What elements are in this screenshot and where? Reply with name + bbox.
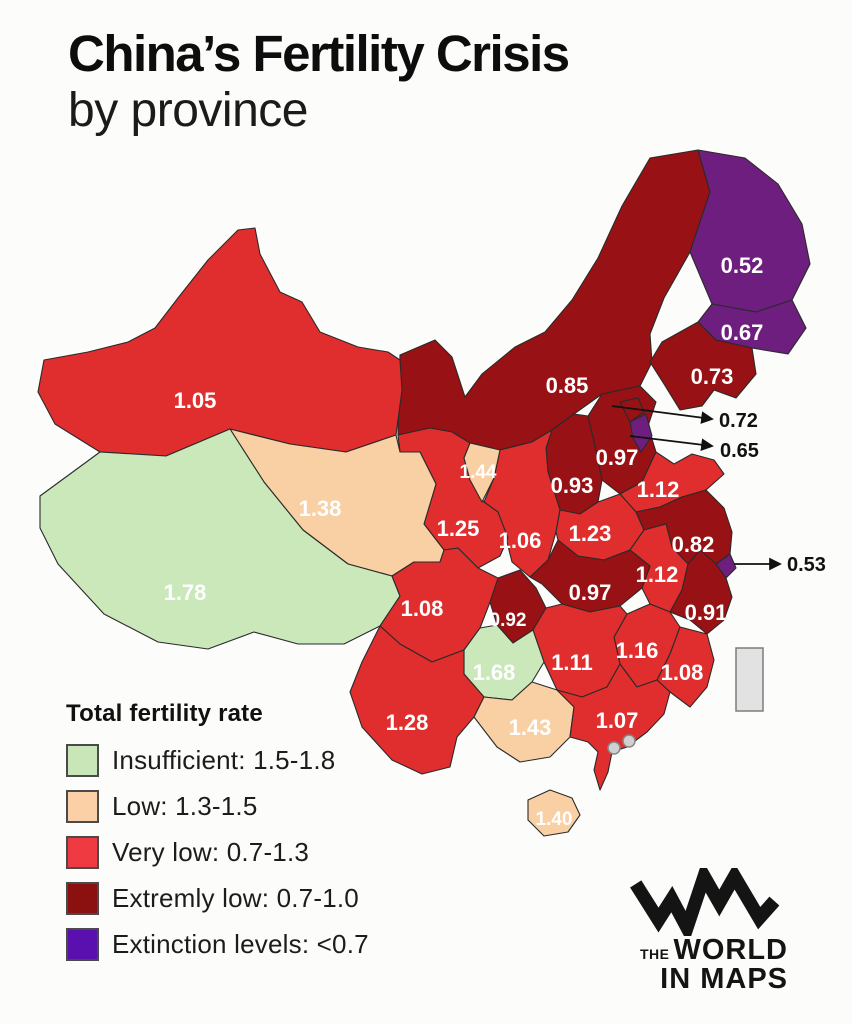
legend-row-very-low: Very low: 0.7-1.3: [66, 836, 369, 869]
value-hunan: 1.11: [551, 650, 593, 675]
province-inner-mongolia: [397, 149, 711, 451]
value-xinjiang: 1.05: [174, 388, 217, 413]
beijing-callout-arrow: [611, 405, 714, 424]
logo-the: THE: [639, 946, 670, 962]
province-tianjin: [629, 413, 653, 453]
legend-label-low: Low: 1.3-1.5: [112, 791, 258, 821]
legend-swatch-very-low: [66, 836, 99, 869]
value-jiangxi: 1.16: [616, 638, 659, 663]
value-henan: 1.23: [569, 521, 612, 546]
value-qinghai: 1.38: [299, 496, 342, 521]
value-liaoning: 0.73: [691, 364, 734, 389]
legend-swatch-extinction: [66, 928, 99, 961]
legend-row-insufficient: Insufficient: 1.5-1.8: [66, 744, 369, 777]
value-shaanxi: 1.06: [499, 528, 542, 553]
province-shanghai: [715, 553, 737, 579]
wm-logo-icon: [630, 868, 780, 936]
macau-dot: [622, 734, 636, 748]
value-tibet: 1.78: [164, 580, 207, 605]
value-beijing: 0.72: [719, 410, 758, 432]
legend-label-extinction: Extinction levels: <0.7: [112, 929, 369, 959]
province-liaoning: [649, 321, 757, 411]
legend-swatch-insufficient: [66, 744, 99, 777]
value-tianjin: 0.65: [720, 440, 759, 462]
title-line2: by province: [68, 84, 308, 138]
value-shanxi: 0.93: [551, 473, 594, 498]
value-guangdong: 1.07: [596, 708, 639, 733]
legend: Total fertility rate Insufficient: 1.5-1…: [66, 700, 369, 974]
legend-swatch-low: [66, 790, 99, 823]
value-hubei: 0.97: [569, 580, 612, 605]
value-jiangsu: 0.82: [672, 532, 715, 557]
page-title: China’s Fertility Crisis by province: [68, 25, 570, 138]
value-hainan: 1.40: [536, 809, 573, 830]
province-zhejiang: [669, 549, 733, 635]
province-ningxia: [463, 442, 501, 503]
legend-row-extinction: Extinction levels: <0.7: [66, 928, 369, 961]
hong-kong-dot: [607, 741, 621, 755]
value-shandong: 1.12: [637, 477, 680, 502]
title-line1: China’s Fertility Crisis: [68, 25, 570, 82]
value-gansu: 1.25: [437, 516, 480, 541]
legend-title: Total fertility rate: [66, 700, 263, 727]
logo-in-maps: IN MAPS: [660, 963, 788, 995]
value-guizhou: 1.68: [473, 660, 516, 685]
value-yunnan: 1.28: [386, 710, 429, 735]
logo-world: WORLD: [673, 934, 788, 966]
logo-text-line2: IN MAPS: [612, 965, 788, 994]
value-shanghai: 0.53: [787, 554, 826, 576]
value-jilin: 0.67: [721, 320, 764, 345]
logo-text-line1: THE WORLD: [612, 936, 788, 965]
legend-swatch-extremely-low: [66, 882, 99, 915]
value-anhui: 1.12: [636, 562, 679, 587]
legend-row-low: Low: 1.3-1.5: [66, 790, 369, 823]
province-xinjiang: [37, 227, 403, 457]
value-sichuan: 1.08: [401, 596, 444, 621]
value-guangxi: 1.43: [509, 715, 552, 740]
value-fujian: 1.08: [661, 660, 704, 685]
legend-label-very-low: Very low: 0.7-1.3: [112, 837, 310, 867]
legend-label-insufficient: Insufficient: 1.5-1.8: [112, 745, 336, 775]
province-beijing: [619, 397, 645, 423]
value-zhejiang: 0.91: [685, 600, 728, 625]
province-hubei: [529, 539, 651, 613]
legend-row-extremely-low: Extremly low: 0.7-1.0: [66, 882, 369, 915]
world-in-maps-logo: THE WORLD IN MAPS: [612, 868, 788, 994]
province-hainan: [527, 789, 581, 837]
value-inner-mongolia: 0.85: [546, 373, 589, 398]
value-ningxia: 1.44: [460, 462, 497, 483]
tianjin-callout-arrow: [629, 435, 714, 452]
province-heilongjiang: [689, 149, 811, 313]
value-hebei: 0.97: [596, 445, 639, 470]
province-fujian: [656, 626, 715, 708]
value-chongqing: 0.92: [490, 610, 527, 631]
legend-label-extremely-low: Extremly low: 0.7-1.0: [112, 883, 359, 913]
value-heilongjiang: 0.52: [721, 253, 764, 278]
taiwan-rect: [735, 647, 764, 712]
